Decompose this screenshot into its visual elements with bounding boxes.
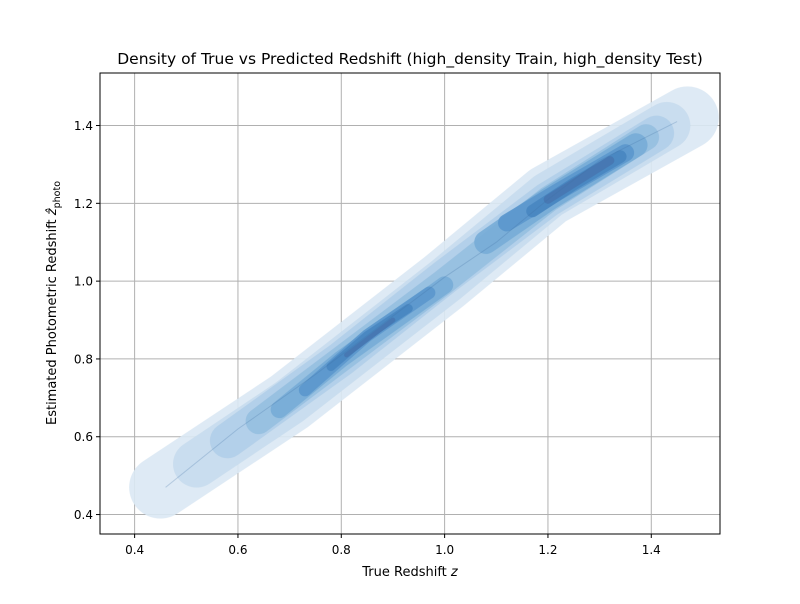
density-ridge [165,121,678,488]
x-tick-label: 1.0 [435,543,454,557]
plot-frame [99,72,721,535]
x-tick-label: 0.4 [125,543,144,557]
y-axis-ticks: 0.4 0.6 0.8 1.0 1.2 1.4 [74,119,100,522]
chart-title: Density of True vs Predicted Redshift (h… [117,50,703,69]
y-tick-label: 1.2 [74,197,93,211]
density-contours [128,86,719,519]
density-contour-edge [343,317,396,358]
density-level-8 [344,317,396,358]
y-tick-label: 1.4 [74,119,93,133]
x-tick-label: 1.2 [538,543,557,557]
x-axis-label: True Redshift z [361,565,459,580]
x-tick-label: 0.8 [332,543,351,557]
density-contour-edge [326,303,413,372]
plot-area: 0.4 0.6 0.8 1.0 1.2 1.4 0.4 0.6 0.8 1.0 1.2 1.4 [74,72,721,557]
y-axis-label: Estimated Photometric Redshift ẑphoto [45,181,63,425]
density-contour-edge [543,155,615,204]
y-tick-label: 0.8 [74,352,93,366]
x-axis-ticks: 0.4 0.6 0.8 1.0 1.2 1.4 [125,534,661,557]
density-level-8 [543,156,615,204]
y-tick-label: 0.6 [74,430,93,444]
x-tick-label: 1.4 [642,543,661,557]
y-tick-label: 1.0 [74,275,93,289]
x-tick-label: 0.6 [228,543,247,557]
y-tick-label: 0.4 [74,508,93,522]
density-level-7 [326,304,413,372]
